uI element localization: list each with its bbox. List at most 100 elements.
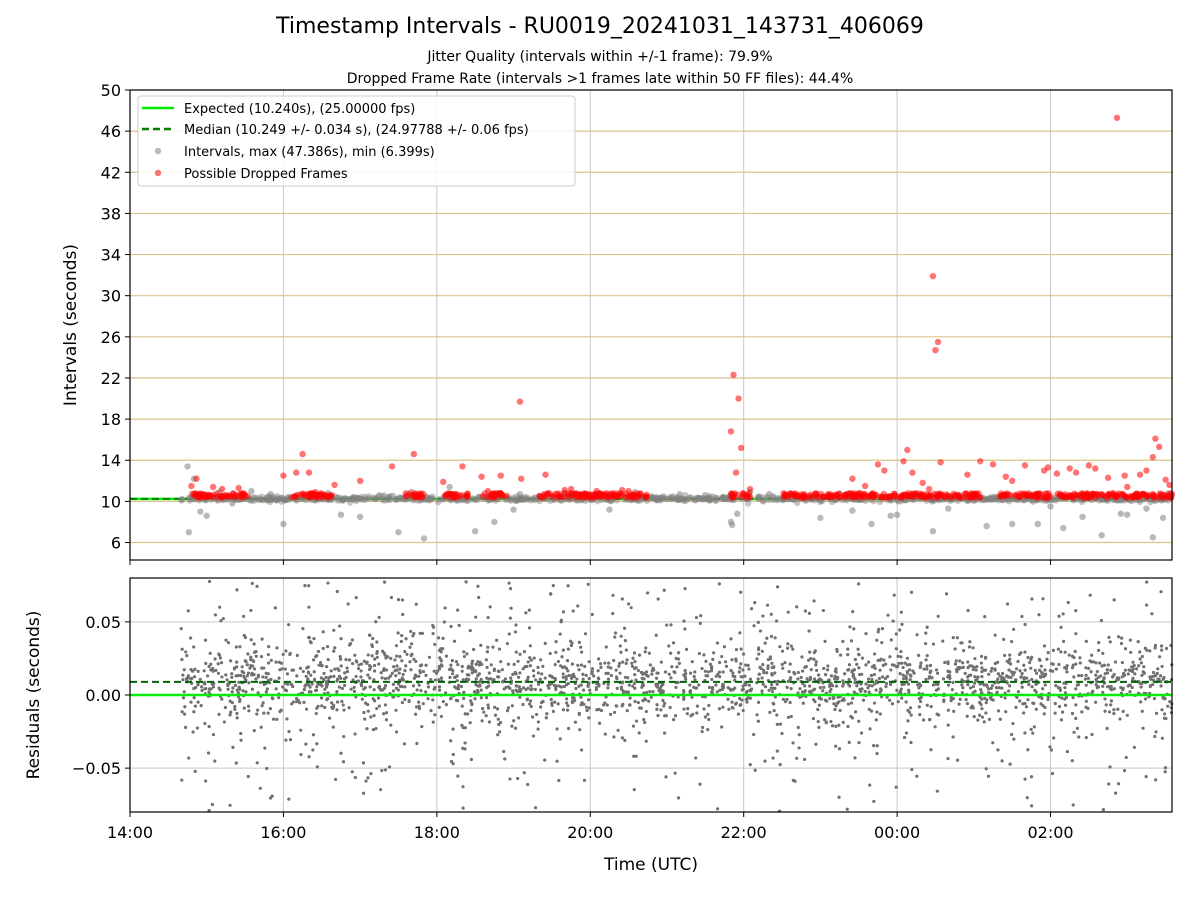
residual-point — [904, 700, 908, 704]
interval-point — [359, 495, 366, 503]
residual-point — [803, 665, 807, 669]
residual-point — [1120, 675, 1125, 679]
residual-point — [342, 734, 346, 739]
residual-point — [615, 686, 619, 690]
residual-point — [644, 670, 649, 674]
residual-point — [256, 691, 260, 695]
interval-point — [472, 528, 479, 535]
residual-point — [832, 702, 836, 706]
residual-point — [964, 698, 968, 702]
residual-point — [983, 615, 987, 619]
interval-point — [1060, 524, 1067, 532]
dropped-frame-point — [1071, 491, 1078, 499]
residual-point — [565, 697, 569, 701]
residual-point — [1034, 707, 1038, 711]
residual-point — [1156, 667, 1160, 671]
residual-point — [249, 638, 253, 642]
residual-point — [516, 690, 520, 694]
residual-point — [1140, 709, 1144, 713]
residual-point — [951, 680, 955, 685]
residual-point — [451, 752, 455, 757]
residual-point — [224, 638, 228, 642]
residual-point — [400, 598, 405, 602]
residual-point — [826, 668, 830, 672]
residual-point — [846, 682, 850, 686]
dropped-frame-point — [1156, 491, 1164, 499]
intervals-y-tick-label: 6 — [111, 534, 121, 553]
residual-point — [354, 674, 358, 679]
residual-point — [508, 686, 512, 691]
residual-point — [978, 682, 982, 686]
interval-point — [186, 497, 193, 504]
residual-point — [1042, 712, 1046, 716]
residual-point — [528, 664, 533, 668]
residual-point — [517, 716, 521, 720]
residual-point — [521, 702, 525, 707]
residual-point — [246, 671, 251, 675]
residual-point — [744, 690, 748, 695]
residual-point — [1070, 711, 1075, 716]
residual-point — [901, 673, 905, 677]
dropped-frame-point — [964, 471, 971, 478]
interval-point — [255, 495, 262, 502]
residual-point — [776, 679, 780, 684]
residual-point — [1139, 700, 1143, 704]
residual-point — [757, 646, 761, 650]
residual-point — [781, 666, 785, 670]
residual-point — [580, 650, 584, 654]
residual-point — [773, 671, 777, 675]
residual-point — [980, 674, 984, 679]
residual-point — [247, 709, 251, 713]
interval-point — [515, 496, 523, 504]
residual-point — [960, 678, 964, 682]
residual-point — [824, 721, 828, 725]
residual-point — [644, 709, 648, 714]
dropped-frame-point — [625, 487, 632, 495]
residual-point — [239, 731, 243, 736]
residual-point — [885, 675, 890, 679]
residual-point — [1040, 696, 1044, 701]
residual-point — [772, 686, 776, 690]
residual-point — [308, 685, 312, 689]
residual-point — [771, 756, 775, 760]
residual-point — [885, 695, 889, 699]
residual-point — [371, 636, 375, 641]
residual-point — [315, 684, 319, 689]
residual-point — [609, 712, 613, 716]
residual-point — [851, 672, 855, 677]
interval-point — [692, 497, 699, 504]
residual-point — [410, 652, 414, 656]
interval-point — [272, 497, 280, 504]
residual-point — [721, 670, 725, 674]
residual-point — [441, 636, 445, 640]
residual-point — [772, 708, 776, 713]
residual-point — [1074, 716, 1078, 720]
residual-point — [855, 662, 859, 666]
residual-point — [637, 653, 642, 657]
dropped-frame-point — [898, 492, 905, 499]
residual-point — [775, 713, 779, 717]
residual-point — [1130, 685, 1134, 690]
dropped-frame-point — [1162, 476, 1169, 483]
residual-point — [1005, 602, 1010, 606]
residual-point — [1003, 696, 1007, 700]
residual-point — [426, 685, 430, 689]
residual-point — [581, 688, 586, 692]
residual-point — [919, 699, 923, 704]
residual-point — [665, 623, 669, 627]
residual-point — [1016, 690, 1021, 694]
interval-point — [343, 495, 350, 503]
residual-point — [1102, 676, 1106, 680]
residual-point — [1140, 673, 1144, 677]
residual-point — [783, 699, 788, 704]
interval-point — [983, 496, 990, 503]
residual-point — [1031, 701, 1035, 705]
legend-intervals: Intervals, max (47.386s), min (6.399s) — [184, 145, 435, 160]
interval-point — [1159, 514, 1167, 522]
residual-point — [872, 744, 876, 748]
dropped-frame-point — [199, 491, 206, 498]
legend-dropped-marker — [154, 169, 162, 177]
residual-point — [812, 657, 816, 661]
residual-point — [584, 673, 588, 677]
residual-point — [566, 681, 570, 686]
